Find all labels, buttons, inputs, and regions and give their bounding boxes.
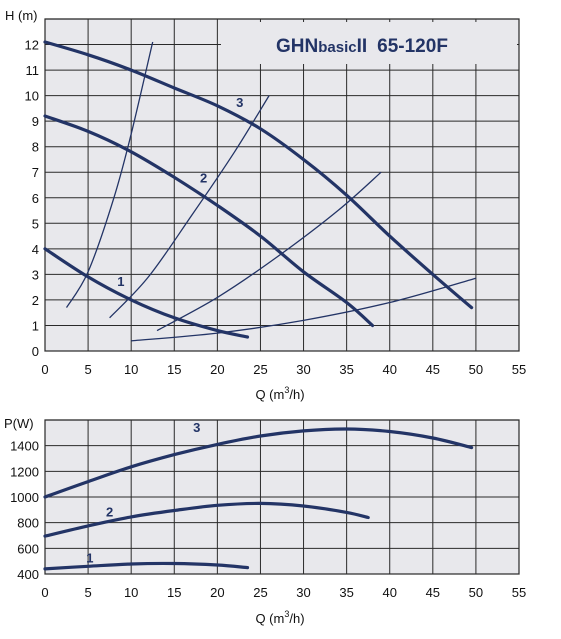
x-axis-label-part: /h) — [289, 387, 304, 402]
y-tick-label: 1 — [32, 318, 39, 333]
title-part: GHN — [276, 36, 318, 57]
x-tick-label: 10 — [124, 362, 138, 377]
series-line-2 — [43, 501, 370, 538]
series-line-2 — [43, 114, 375, 328]
y-tick-label: 5 — [32, 216, 39, 231]
series-line-3 — [43, 427, 474, 499]
x-tick-label: 0 — [41, 585, 48, 600]
x-tick-label: 0 — [41, 362, 48, 377]
series-line-1 — [43, 247, 250, 339]
y-tick-label: 9 — [32, 114, 39, 129]
series-label-3: 3 — [236, 95, 243, 110]
x-axis-label-part: 3 — [284, 385, 289, 395]
x-tick-label: 20 — [210, 585, 224, 600]
y-tick-label: 0 — [32, 344, 39, 359]
system-curve — [65, 41, 154, 308]
series-label-3: 3 — [193, 420, 200, 435]
x-tick-label: 35 — [339, 585, 353, 600]
x-tick-label: 40 — [382, 362, 396, 377]
x-tick-label: 20 — [210, 362, 224, 377]
series-label-1: 1 — [117, 274, 124, 289]
y-tick-label: 400 — [17, 567, 39, 582]
x-tick-label: 30 — [296, 362, 310, 377]
system-curve — [131, 277, 477, 342]
x-axis-label-part: /h) — [289, 611, 304, 626]
y-tick-label: 1200 — [10, 464, 39, 479]
x-tick-label: 55 — [512, 585, 526, 600]
x-axis-label-part: Q (m — [255, 387, 284, 402]
x-tick-label: 5 — [84, 362, 91, 377]
x-tick-label: 15 — [167, 362, 181, 377]
title-part: II — [357, 36, 368, 57]
y-tick-label: 1400 — [10, 439, 39, 454]
x-tick-label: 25 — [253, 585, 267, 600]
x-tick-label: 50 — [469, 585, 483, 600]
x-tick-label: 50 — [469, 362, 483, 377]
x-tick-label: 35 — [339, 362, 353, 377]
title-part: basic — [318, 39, 356, 56]
x-axis-label: Q (m3/h) — [255, 609, 304, 626]
system-curve — [156, 171, 382, 332]
y-tick-label: 11 — [26, 63, 40, 78]
y-tick-label: 1000 — [10, 490, 39, 505]
series-label-1: 1 — [86, 550, 93, 565]
x-tick-label: 45 — [426, 585, 440, 600]
x-axis-label: Q (m3/h) — [255, 385, 304, 402]
y-tick-label: 10 — [25, 89, 39, 104]
x-axis-label-part: 3 — [284, 609, 289, 619]
series-line-3 — [43, 40, 474, 310]
x-tick-label: 40 — [382, 585, 396, 600]
chart-title: GHNbasicII 65-120F — [276, 36, 448, 57]
x-tick-label: 5 — [84, 585, 91, 600]
y-tick-label: 8 — [32, 140, 39, 155]
series-label-2: 2 — [106, 504, 113, 519]
x-tick-label: 30 — [296, 585, 310, 600]
x-tick-label: 25 — [253, 362, 267, 377]
title-part: 65-120F — [377, 36, 448, 57]
x-tick-label: 15 — [167, 585, 181, 600]
x-tick-label: 45 — [426, 362, 440, 377]
title-box — [221, 22, 517, 64]
y-tick-label: 6 — [32, 191, 39, 206]
x-tick-label: 55 — [512, 362, 526, 377]
y-tick-label: 4 — [32, 242, 39, 257]
y-axis-label: P(W) — [4, 416, 34, 431]
y-tick-label: 800 — [17, 516, 39, 531]
y-tick-label: 7 — [32, 165, 39, 180]
y-tick-label: 600 — [17, 541, 39, 556]
y-tick-label: 2 — [32, 293, 39, 308]
x-tick-label: 10 — [124, 585, 138, 600]
series-line-1 — [43, 561, 250, 571]
y-tick-label: 12 — [25, 38, 39, 53]
y-axis-label: H (m) — [5, 8, 38, 23]
plot-area — [44, 18, 520, 352]
series-label-2: 2 — [200, 170, 207, 185]
system-curve — [109, 95, 270, 319]
y-tick-label: 3 — [32, 267, 39, 282]
x-axis-label-part: Q (m — [255, 611, 284, 626]
